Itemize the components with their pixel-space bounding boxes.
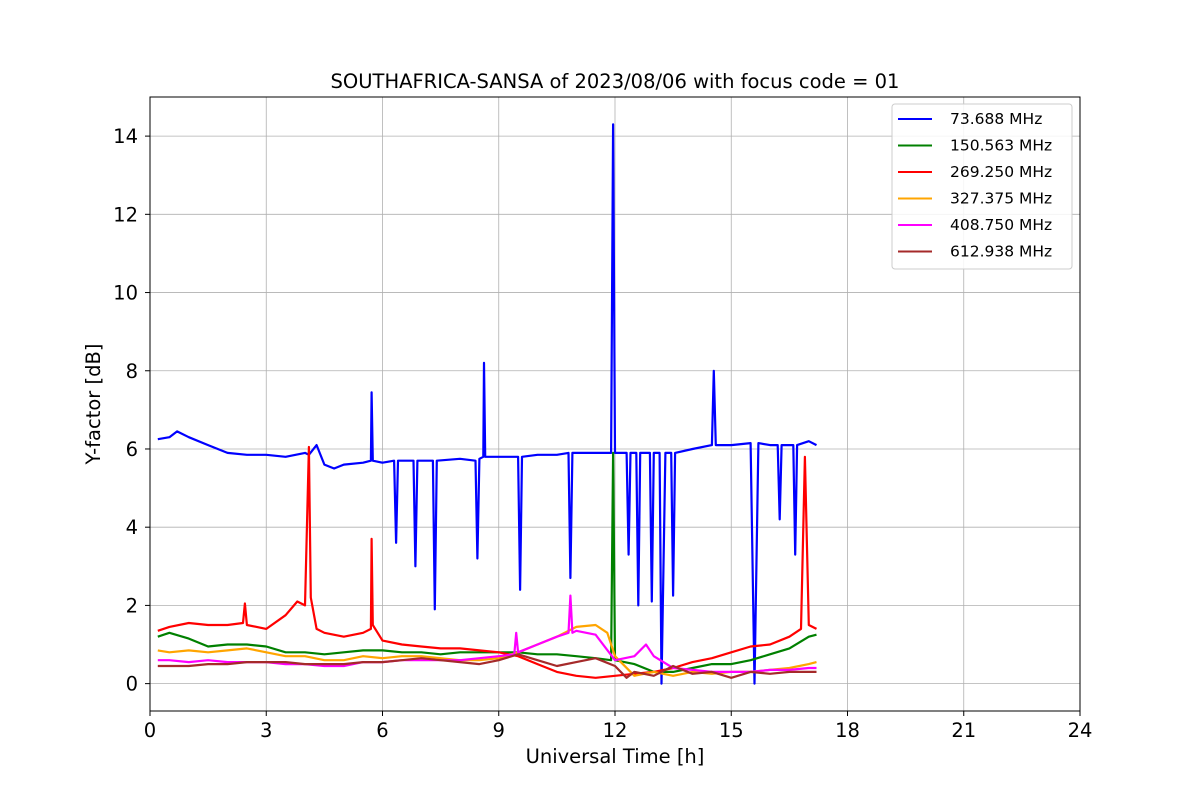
- legend-label: 327.375 MHz: [950, 190, 1052, 208]
- x-axis-label: Universal Time [h]: [526, 745, 705, 768]
- series-layer: [157, 123, 817, 685]
- x-tick-label: 18: [835, 719, 860, 742]
- y-tick-label: 12: [113, 203, 138, 226]
- y-tick-label: 8: [126, 360, 138, 383]
- legend-label: 408.750 MHz: [950, 216, 1052, 234]
- y-axis-label: Y-factor [dB]: [82, 344, 105, 466]
- legend-label: 612.938 MHz: [950, 243, 1052, 261]
- series-line-1: [157, 451, 817, 673]
- x-tick-label: 21: [951, 719, 976, 742]
- x-tick-label: 3: [260, 719, 272, 742]
- series-line-2: [157, 445, 817, 679]
- series-line-0: [157, 123, 817, 685]
- legend-label: 150.563 MHz: [950, 137, 1052, 155]
- legend: 73.688 MHz 150.563 MHz 269.250 MHz 327.375 …: [891, 103, 1073, 270]
- y-tick-label: 6: [126, 438, 138, 461]
- y-tick-label: 10: [113, 282, 138, 305]
- series-line-3: [157, 623, 817, 677]
- legend-box: [891, 103, 1073, 270]
- y-tick-label: 2: [126, 594, 138, 617]
- x-tick-label: 12: [603, 719, 628, 742]
- x-tick-label: 6: [376, 719, 388, 742]
- x-tick-label: 15: [719, 719, 744, 742]
- chart-title: SOUTHAFRICA-SANSA of 2023/08/06 with foc…: [331, 70, 900, 93]
- x-tick-label: 24: [1068, 719, 1093, 742]
- series-line-4: [157, 594, 817, 673]
- series-line-5: [157, 653, 817, 679]
- y-tick-label: 0: [126, 673, 138, 696]
- y-tick-label: 14: [113, 125, 138, 148]
- y-tick-label: 4: [126, 516, 138, 539]
- x-tick-label: 0: [144, 719, 156, 742]
- legend-label: 73.688 MHz: [950, 110, 1042, 128]
- x-tick-label: 9: [493, 719, 505, 742]
- legend-label: 269.250 MHz: [950, 163, 1052, 181]
